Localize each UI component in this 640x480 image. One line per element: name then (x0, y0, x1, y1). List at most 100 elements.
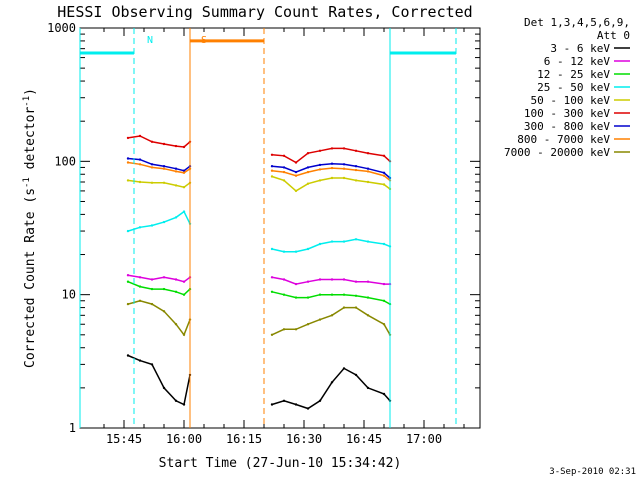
series-line (127, 300, 191, 337)
series-point (126, 157, 130, 160)
series-point (150, 166, 154, 169)
series-point (138, 299, 142, 302)
series-point (294, 403, 298, 406)
series-line (127, 135, 191, 148)
series-point (182, 169, 186, 172)
series-point (330, 176, 334, 180)
series-point (382, 174, 386, 177)
series-point (306, 166, 310, 169)
series-point (330, 162, 334, 165)
series-point (342, 147, 346, 150)
series-point (342, 306, 346, 309)
series-point (354, 294, 358, 297)
series-point (382, 154, 386, 157)
series-point (382, 242, 386, 246)
series-point (306, 182, 310, 185)
series-point (270, 153, 274, 156)
series-point (182, 145, 186, 149)
legend-entry: 50 - 100 keV (531, 94, 611, 107)
x-tick-label: 17:00 (406, 432, 442, 446)
y-axis-label-mid: detector (23, 107, 38, 178)
series-point (126, 354, 130, 357)
y-tick-label: 10 (62, 288, 76, 302)
y-axis-label: Corrected Count Rate (s-1 detector-1) (22, 88, 38, 368)
series-point (138, 285, 142, 288)
series-point (150, 278, 154, 281)
series-point (150, 363, 154, 366)
series-point (162, 167, 166, 170)
series-line (271, 306, 391, 336)
series-point (330, 166, 334, 170)
series-line (127, 210, 191, 232)
series-point (366, 240, 370, 243)
series-point (150, 302, 154, 306)
series-point (294, 189, 298, 193)
series-point (126, 302, 130, 306)
series-point (174, 290, 178, 293)
series-point (330, 278, 334, 281)
series-point (330, 147, 334, 150)
series-point (366, 180, 370, 184)
series-point (366, 167, 370, 170)
series-line (127, 179, 191, 189)
series-point (282, 166, 286, 169)
series-point (342, 240, 346, 243)
series-point (342, 293, 346, 296)
series-line (271, 291, 391, 305)
series-point (182, 280, 186, 283)
x-tick-label: 16:45 (346, 432, 382, 446)
series-point (174, 399, 178, 402)
series-point (138, 158, 142, 161)
series-point (366, 296, 370, 299)
series-point (330, 381, 334, 384)
series-point (330, 293, 334, 296)
series-point (270, 169, 274, 172)
legend-entry: 7000 - 20000 keV (504, 146, 610, 159)
series-point (342, 163, 346, 166)
series-point (162, 220, 166, 224)
series-point (306, 247, 310, 251)
series-point (150, 140, 154, 143)
series-line (127, 274, 191, 283)
series-point (342, 176, 346, 180)
y-axis-label-sup: -1 (22, 177, 32, 188)
series-point (382, 183, 386, 186)
series-point (294, 161, 298, 164)
series-point (282, 328, 286, 331)
series-point (306, 323, 310, 326)
series-line (271, 276, 390, 285)
series-point (354, 238, 358, 241)
series-point (366, 280, 370, 283)
series-line (271, 162, 391, 179)
series-point (342, 278, 346, 281)
x-tick-label: 16:15 (226, 432, 262, 446)
series-point (318, 278, 322, 281)
series-point (282, 293, 286, 296)
series-point (174, 323, 178, 326)
series-point (342, 167, 346, 170)
series-point (306, 170, 310, 174)
footer-date: 3-Sep-2010 02:31 (549, 467, 636, 477)
series-point (306, 296, 310, 299)
series-point (366, 170, 370, 173)
series-point (182, 210, 186, 213)
series-point (382, 282, 386, 286)
legend-entry: 25 - 50 keV (537, 81, 610, 94)
series-point (162, 287, 166, 291)
series-point (382, 171, 386, 174)
series-point (162, 165, 166, 168)
series-point (306, 407, 310, 410)
series-point (270, 333, 274, 336)
series-point (354, 280, 358, 283)
series-point (270, 290, 274, 293)
y-tick-label: 1 (69, 421, 76, 435)
series-point (162, 181, 166, 184)
series-point (270, 175, 274, 178)
series-point (282, 399, 286, 402)
series-point (126, 179, 130, 182)
series-point (318, 293, 322, 296)
series-point (182, 403, 186, 406)
series-point (270, 247, 274, 251)
